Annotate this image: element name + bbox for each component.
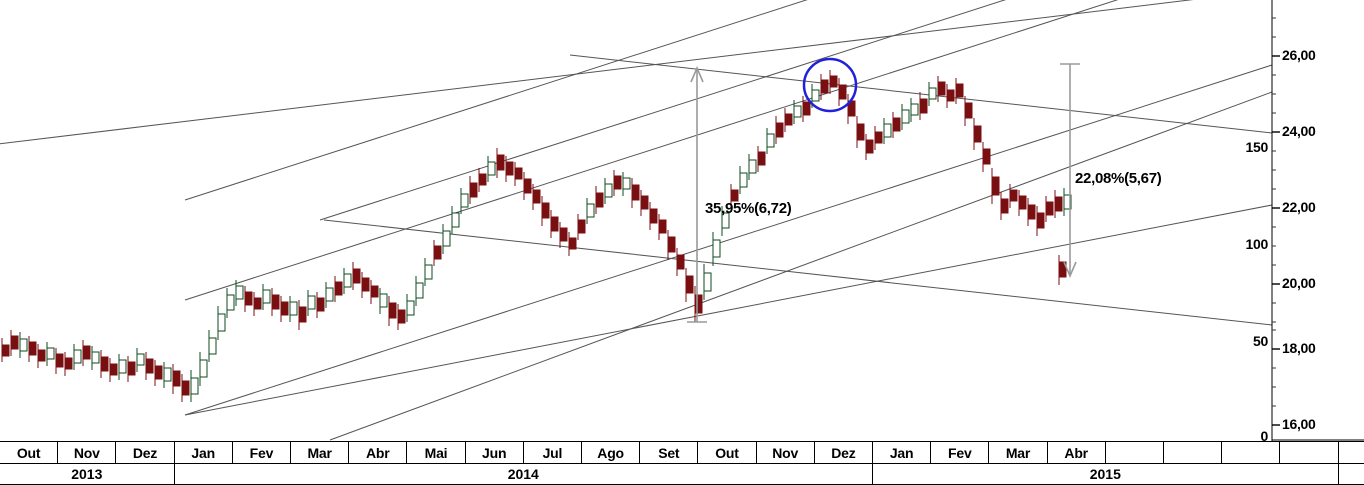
month-cell-empty-22 [1280,442,1339,463]
month-cell-set-11: Set [640,442,699,463]
month-cell-nov-13: Nov [757,442,815,463]
price-tick-24: 24,00 [1282,123,1316,139]
month-cell-dez-14: Dez [815,442,873,463]
month-cell-fev-16: Fev [931,442,990,463]
volume-tick-100: 100 [1245,236,1269,252]
year-cell-2015: 2015 [873,464,1339,484]
month-cell-ago-10: Ago [582,442,641,463]
month-cell-fev-4: Fev [233,442,291,463]
month-cell-jan-15: Jan [873,442,932,463]
month-cell-empty-19 [1106,442,1164,463]
month-cell-out-0: Out [0,442,59,463]
candlestick-series [1,70,1072,402]
volume-tick-50: 50 [1253,333,1268,349]
price-tick-18: 18,00 [1282,340,1316,356]
month-cell-out-12: Out [698,442,757,463]
pitchfork-lines [0,0,1272,441]
time-axis: Out Nov Dez Jan Fev Mar Abr Mai Jun Jul Ago Set Out N… [0,441,1364,485]
month-cell-empty-20 [1164,442,1223,463]
volume-tick-0: 0 [1260,428,1269,444]
month-row: Out Nov Dez Jan Fev Mar Abr Mai Jun Jul Ago Set Out N… [0,441,1364,464]
year-row: 2013 2014 2015 [0,464,1364,485]
price-tick-16: 16,00 [1282,416,1316,432]
up-move-arrow [687,65,707,323]
month-cell-empty-21 [1222,442,1281,463]
peak-highlight-circle [802,57,858,113]
volume-tick-150: 150 [1245,139,1269,155]
month-cell-jul-9: Jul [524,442,582,463]
month-cell-nov-1: Nov [58,442,117,463]
month-cell-jun-8: Jun [466,442,524,463]
price-tick-20: 20,00 [1282,275,1316,291]
year-cell-2013: 2013 [0,464,175,484]
price-tick-22: 22,00 [1282,199,1316,215]
up-move-label: 35,95%(6,72) [705,200,792,217]
month-cell-mar-5: Mar [291,442,350,463]
month-cell-mar-17: Mar [989,442,1048,463]
month-cell-abr-18: Abr [1048,442,1106,463]
down-move-arrow [1060,63,1080,279]
month-cell-abr-6: Abr [349,442,408,463]
price-tick-26: 26,00 [1282,47,1316,63]
right-axis [1271,0,1364,441]
month-cell-jan-3: Jan [175,442,233,463]
year-cell-2014: 2014 [175,464,873,484]
month-cell-dez-2: Dez [116,442,175,463]
month-cell-mai-7: Mai [407,442,466,463]
chart-plot-area[interactable]: 26,00 24,00 22,00 20,00 18,00 16,00 150 … [0,0,1364,444]
down-move-label: 22,08%(5,67) [1075,170,1162,187]
